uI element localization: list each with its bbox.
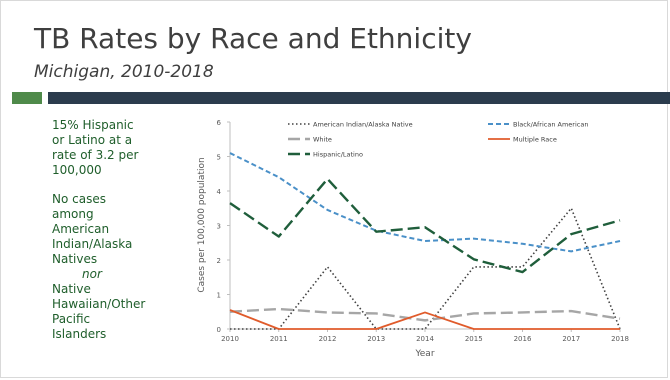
slide-subtitle: Michigan, 2010-2018 [34,62,214,82]
legend: American Indian/Alaska Native Black/Afric… [288,121,588,159]
accent-band-green [12,92,42,104]
accent-band-dark [48,92,670,104]
legend-label: White [313,136,332,144]
y-tick-label: 1 [217,292,221,300]
legend-label: American Indian/Alaska Native [313,121,413,129]
x-tick-label: 2012 [319,335,337,343]
x-tick-label: 2014 [416,335,434,343]
note-native-hawaiian: Native Hawaiian/Other Pacific Islanders [52,282,146,341]
note-nor: nor [82,267,102,281]
note-hispanic-rate: 15% Hispanic or Latino at a rate of 3.2 … [52,118,139,177]
legend-item: Black/African American [488,121,588,129]
y-tick-label: 2 [217,257,221,265]
legend-label: Multiple Race [513,136,557,144]
legend-label: Hispanic/Latino [313,151,363,159]
x-tick-label: 2017 [562,335,580,343]
x-tick-label: 2015 [465,335,483,343]
x-axis: 2010 2011 2012 2013 2014 2015 2016 2017 2018 [221,328,629,343]
series-line-1 [229,152,621,253]
series-line-3 [229,309,620,330]
line-chart: American Indian/Alaska Native Black/Afric… [197,119,629,359]
x-tick-label: 2011 [270,335,288,343]
legend-label: Black/African American [513,121,588,129]
y-tick-label: 3 [217,223,221,231]
legend-item: Multiple Race [488,136,557,144]
x-tick-label: 2018 [611,335,629,343]
y-tick-label: 6 [217,119,222,127]
series-line-4 [229,177,621,274]
y-tick-label: 5 [217,154,221,162]
series-line-2 [229,307,621,322]
x-tick-label: 2016 [514,335,532,343]
note-no-cases: No cases among American Indian/Alaska Na… [52,192,133,266]
y-axis-label: Cases per 100,000 population [197,157,207,292]
y-axis: 0 1 2 3 4 5 6 [217,119,231,334]
legend-item: Hispanic/Latino [288,151,363,159]
legend-item: White [288,136,332,144]
x-axis-label: Year [414,349,434,359]
y-tick-label: 4 [217,188,222,196]
legend-item: American Indian/Alaska Native [288,121,413,129]
plot-series [229,152,621,330]
notes-panel: 15% Hispanic or Latino at a rate of 3.2 … [52,118,146,342]
y-tick-label: 0 [217,326,221,334]
x-tick-label: 2010 [221,335,239,343]
slide-title: TB Rates by Race and Ethnicity [34,22,472,55]
x-tick-label: 2013 [367,335,385,343]
